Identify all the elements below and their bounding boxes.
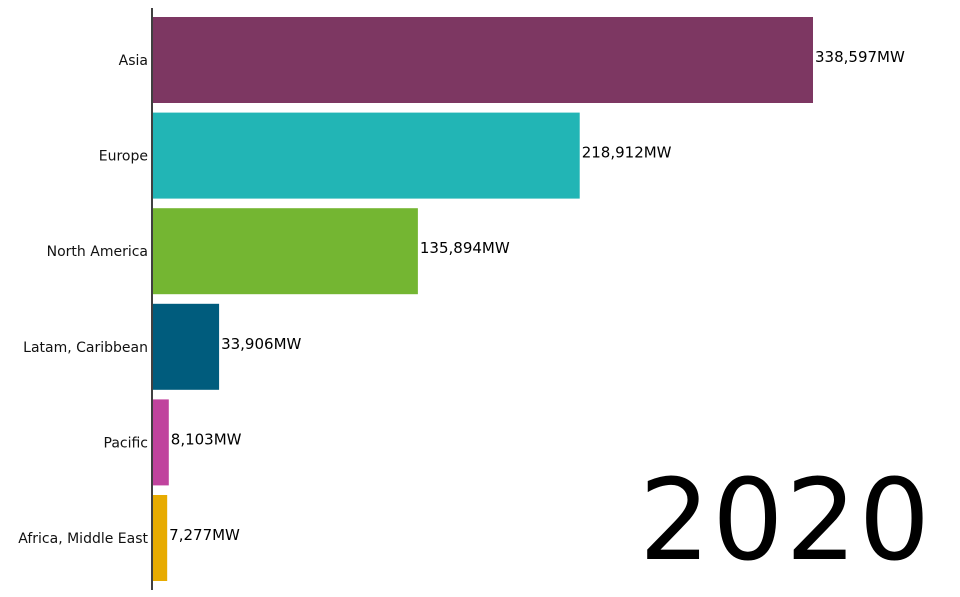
bar-pacific — [153, 399, 169, 486]
category-label: Latam, Caribbean — [23, 340, 148, 356]
category-label: Africa, Middle East — [18, 531, 148, 547]
value-label: 33,906MW — [221, 335, 301, 353]
value-labels-group: 338,597MW 218,912MW 135,894MW 33,906MW 8,103… — [169, 48, 905, 544]
bar-north-america — [153, 208, 418, 295]
bar-europe — [153, 112, 580, 199]
bar-africa-middle-east — [153, 495, 168, 581]
bar-asia — [153, 17, 813, 103]
value-label: 8,103MW — [171, 430, 242, 448]
category-label: Europe — [99, 149, 148, 165]
category-labels-group: Asia Europe North America Latam, Caribbean P… — [18, 53, 148, 547]
value-label: 135,894MW — [420, 239, 510, 257]
value-label: 218,912MW — [582, 144, 672, 162]
value-label: 338,597MW — [815, 48, 905, 66]
year-label: 2020 — [638, 456, 932, 586]
bars-group — [153, 17, 813, 581]
category-label: North America — [47, 244, 148, 260]
bar-latam-caribbean — [153, 303, 220, 390]
category-label: Asia — [119, 53, 148, 69]
value-label: 7,277MW — [169, 526, 240, 544]
category-label: Pacific — [104, 435, 149, 451]
